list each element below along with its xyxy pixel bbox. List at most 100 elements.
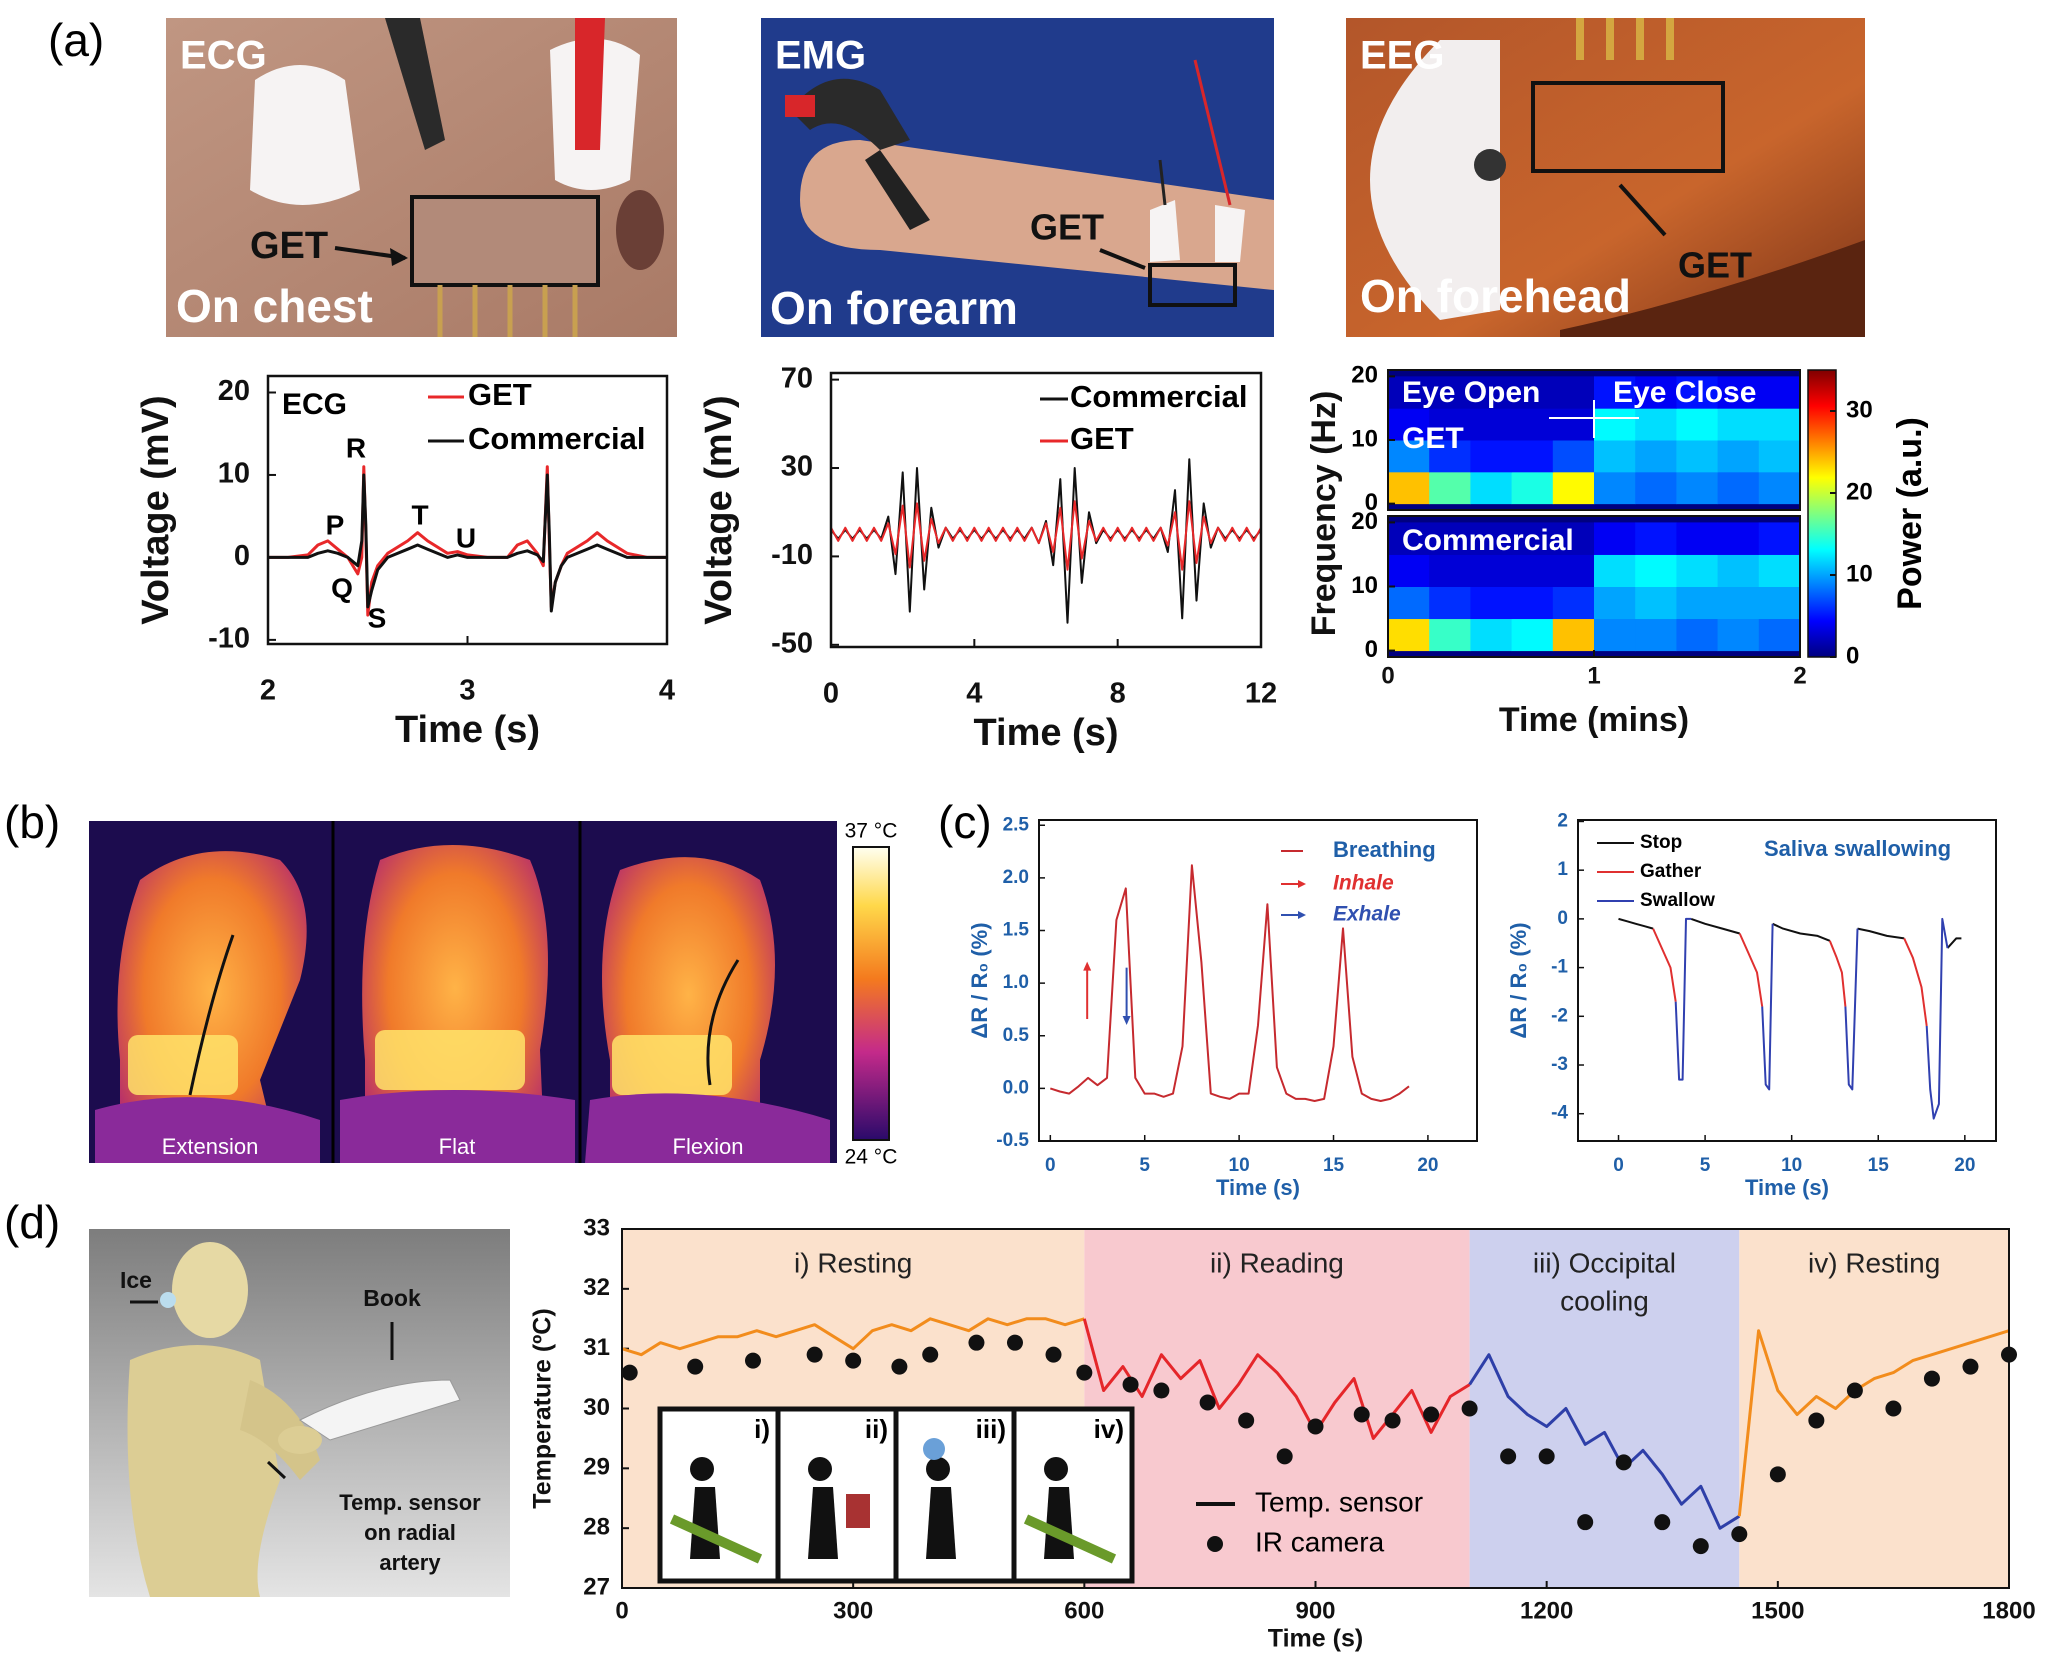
heatmap-cell bbox=[1388, 408, 1430, 441]
photo-ecg: ECG On chest GET bbox=[166, 18, 677, 337]
y-tick-label: 27 bbox=[583, 1573, 610, 1600]
inset-icon bbox=[923, 1438, 945, 1460]
inset-label: i) bbox=[754, 1414, 770, 1444]
panel-name: Commercial bbox=[1402, 524, 1574, 557]
x-tick-label: 0 bbox=[1381, 662, 1394, 689]
inset-icon bbox=[1023, 1514, 1117, 1564]
thermal-caption: Flexion bbox=[673, 1134, 744, 1159]
photo-caption: On forearm bbox=[770, 282, 1018, 334]
y-tick-label: 0.0 bbox=[1003, 1077, 1029, 1098]
phase-region bbox=[1084, 1229, 1470, 1588]
heatmap-cell bbox=[1594, 554, 1636, 587]
y-tick-label: 29 bbox=[583, 1454, 610, 1481]
x-tick-label: 5 bbox=[1700, 1155, 1711, 1176]
heatmap-cell bbox=[1635, 408, 1677, 441]
heatmap-cell bbox=[1388, 586, 1430, 620]
heatmap-cell bbox=[1635, 554, 1677, 587]
legend-label: Temp. sensor bbox=[1255, 1486, 1423, 1517]
y-tick-label: 2.0 bbox=[1003, 867, 1029, 888]
heatmap-cell bbox=[1470, 618, 1513, 652]
inset-title: ECG bbox=[282, 388, 347, 421]
heatmap-cell bbox=[1429, 618, 1471, 652]
heatmap-cell bbox=[1511, 586, 1554, 620]
data-point bbox=[1076, 1364, 1093, 1381]
y-axis-label: Temperature (ºC) bbox=[529, 1308, 557, 1508]
heatmap-cell bbox=[1758, 471, 1801, 505]
y-tick-label: 20 bbox=[1351, 508, 1378, 535]
y-tick-label: 31 bbox=[583, 1334, 610, 1361]
heatmap-cell bbox=[1429, 522, 1471, 555]
heatmap-cell bbox=[1511, 376, 1554, 409]
legend-label: Commercial bbox=[468, 421, 645, 456]
photo-pointer: GET bbox=[1678, 245, 1752, 286]
heatmap-cell bbox=[1511, 618, 1554, 652]
heatmap-cell bbox=[1552, 522, 1595, 555]
panel-label: (c) bbox=[938, 796, 992, 848]
phase-label: iii) Occipital bbox=[1533, 1247, 1676, 1278]
illustration-label: Temp. sensor bbox=[339, 1490, 481, 1515]
x-tick-label: 2 bbox=[260, 675, 276, 707]
illustration-label: on radial bbox=[364, 1520, 456, 1545]
heatmap-cell bbox=[1470, 408, 1513, 441]
legend-label: Stop bbox=[1640, 832, 1682, 853]
data-line bbox=[1049, 864, 1410, 1102]
x-tick-label: 4 bbox=[659, 675, 675, 707]
heatmap-cell bbox=[1717, 408, 1760, 441]
y-tick-label: -0.5 bbox=[996, 1130, 1029, 1151]
heatmap-cell bbox=[1388, 376, 1430, 409]
x-tick-label: 0 bbox=[1045, 1155, 1056, 1176]
x-tick-label: 1500 bbox=[1751, 1597, 1804, 1624]
heatmap-cell bbox=[1594, 522, 1636, 555]
annotation: S bbox=[368, 602, 387, 633]
data-point bbox=[1384, 1412, 1401, 1429]
data-line bbox=[1082, 1318, 1471, 1440]
heatmap-cell bbox=[1429, 554, 1471, 587]
inset-icon bbox=[669, 1514, 763, 1564]
data-point bbox=[845, 1352, 862, 1369]
heatmap-cell bbox=[1470, 440, 1513, 473]
y-tick-label: 30 bbox=[583, 1394, 610, 1421]
photo-title: EEG bbox=[1360, 34, 1444, 78]
x-tick-label: 600 bbox=[1064, 1597, 1104, 1624]
plot-frame bbox=[621, 1228, 2010, 1589]
chart-title: Saliva swallowing bbox=[1764, 836, 1951, 861]
heatmap-cell bbox=[1676, 586, 1719, 620]
heatmap-cell bbox=[1676, 554, 1719, 587]
data-line bbox=[1618, 917, 1962, 949]
data-line bbox=[830, 458, 1262, 624]
heatmap-cell bbox=[1552, 554, 1595, 587]
x-tick-label: 0 bbox=[1613, 1155, 1624, 1176]
x-axis-label: Time (s) bbox=[395, 709, 540, 751]
annotation: R bbox=[346, 432, 366, 463]
data-point bbox=[1238, 1412, 1255, 1429]
y-tick-label: 32 bbox=[583, 1274, 610, 1301]
panel-label: (a) bbox=[48, 14, 104, 66]
heatmap-cell bbox=[1635, 471, 1677, 505]
data-point bbox=[1122, 1376, 1139, 1393]
data-point bbox=[1731, 1526, 1748, 1543]
y-tick-label: 0 bbox=[1557, 908, 1568, 929]
illustration-label: Ice bbox=[120, 1267, 152, 1293]
thermal-scale-min: 24 °C bbox=[845, 1146, 898, 1169]
y-tick-label: -4 bbox=[1551, 1103, 1568, 1124]
heatmap-cell bbox=[1429, 408, 1471, 441]
data-line bbox=[621, 1317, 1085, 1357]
y-tick-label: 20 bbox=[1351, 362, 1378, 389]
plot-frame bbox=[1577, 819, 1997, 1142]
photo-pointer: GET bbox=[250, 225, 328, 267]
data-point bbox=[968, 1334, 985, 1351]
annotation-arrow-head bbox=[1083, 961, 1092, 971]
legend-swatch bbox=[1207, 1536, 1223, 1552]
y-tick-label: -50 bbox=[771, 627, 813, 659]
heatmap-cell bbox=[1388, 554, 1430, 587]
data-point bbox=[1538, 1448, 1555, 1465]
heatmap-cell bbox=[1388, 522, 1430, 555]
annotation-arrow-head bbox=[1122, 1016, 1131, 1026]
y-tick-label: 33 bbox=[583, 1214, 610, 1241]
y-tick-label: 0 bbox=[1365, 636, 1378, 663]
colorbar-label: Power (a.u.) bbox=[1891, 417, 1929, 610]
inset-icon bbox=[808, 1457, 832, 1481]
heatmap-cell bbox=[1552, 618, 1595, 652]
legend-label: Breathing bbox=[1333, 837, 1436, 862]
